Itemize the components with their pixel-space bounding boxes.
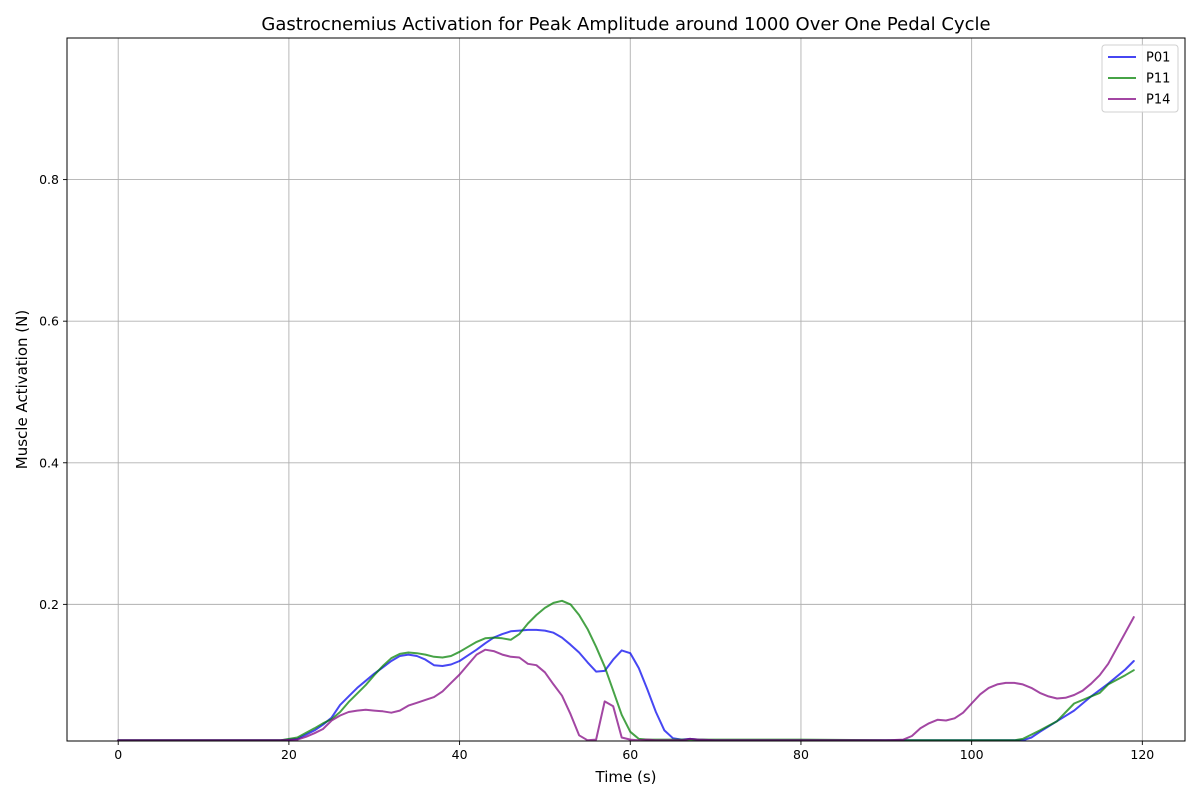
y-tick-label: 0.2: [39, 597, 59, 612]
x-tick-label: 20: [281, 747, 297, 762]
legend: P01 P11 P14: [1101, 44, 1179, 113]
chart-title: Gastrocnemius Activation for Peak Amplit…: [261, 14, 990, 35]
legend-box: [1101, 44, 1179, 113]
x-tick-label: 60: [622, 747, 638, 762]
grid: [67, 38, 1185, 741]
series-group: [117, 599, 1135, 742]
y-tick-label: 0.8: [39, 172, 59, 187]
plot-frame: [66, 37, 1186, 742]
legend-label-p11: P11: [1146, 72, 1170, 87]
x-tick-label: 100: [960, 747, 984, 762]
x-tick-label: 120: [1130, 747, 1154, 762]
x-axis-label: Time (s): [595, 768, 657, 786]
series-line-p14: [117, 616, 1135, 742]
series-line-p11: [117, 599, 1135, 742]
x-tick-label: 0: [114, 747, 122, 762]
x-tick-label: 40: [452, 747, 468, 762]
y-tick-label: 0.6: [39, 314, 59, 329]
y-axis-label: Muscle Activation (N): [13, 310, 31, 469]
y-tick-label: 0.4: [39, 455, 59, 470]
legend-label-p01: P01: [1146, 51, 1170, 66]
legend-label-p14: P14: [1146, 93, 1170, 108]
x-tick-label: 80: [793, 747, 809, 762]
ticks: 0 20 40 60 80 100 120 0.2 0.4 0.6 0.8: [39, 172, 1154, 762]
